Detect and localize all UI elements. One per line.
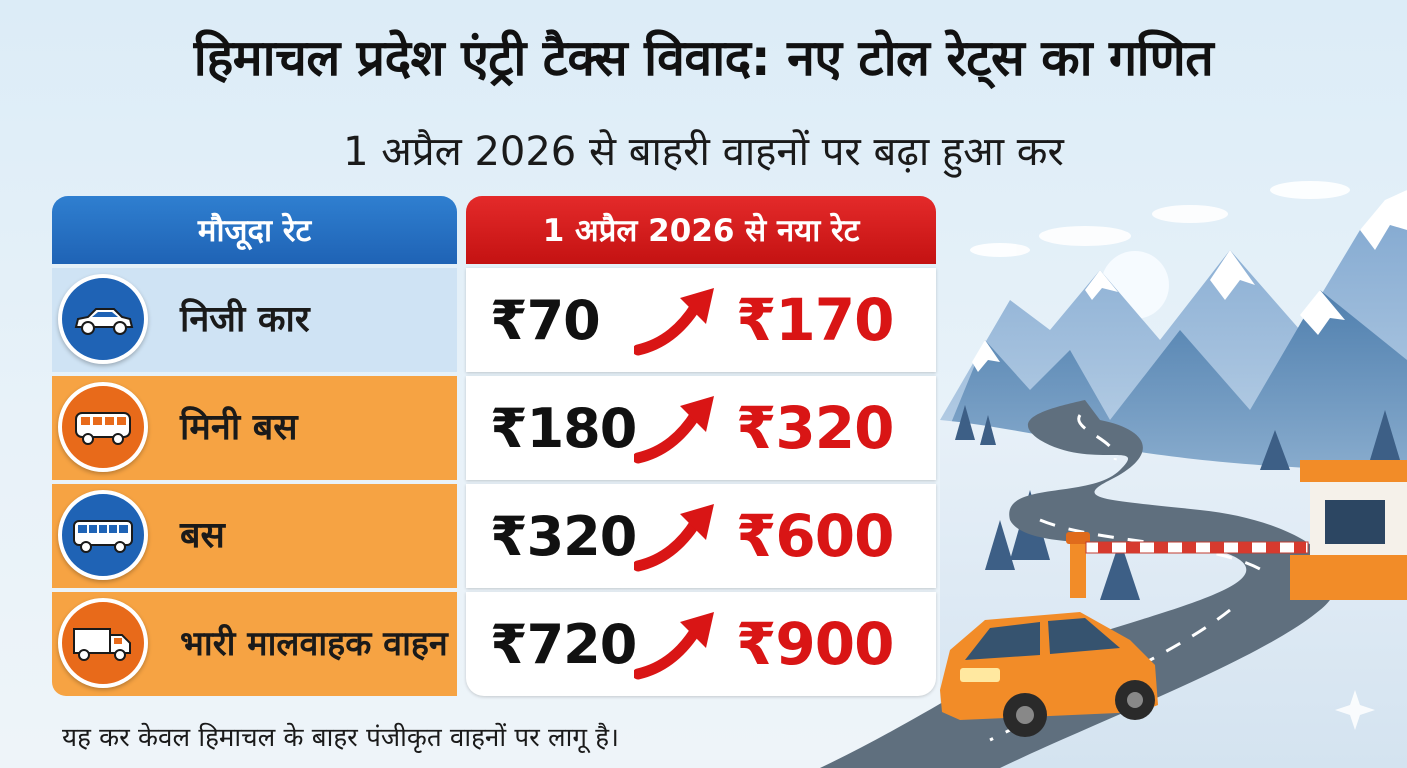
new-rate: ₹600	[736, 502, 894, 570]
vehicle-label: निजी कार	[180, 299, 310, 340]
orange-car	[940, 612, 1158, 737]
old-rate: ₹320	[490, 504, 637, 568]
vehicle-row-car: निजी कार	[52, 268, 457, 372]
increase-arrow-icon	[634, 288, 714, 356]
minibus-icon	[58, 382, 148, 472]
vehicle-row-truck: भारी मालवाहक वाहन	[52, 592, 457, 696]
vehicle-label: बस	[180, 515, 225, 556]
car-icon	[58, 274, 148, 364]
current-rate-header: मौजूदा रेट	[52, 196, 457, 264]
page-subtitle: 1 अप्रैल 2026 से बाहरी वाहनों पर बढ़ा हु…	[343, 129, 1064, 175]
rate-row-car: ₹70 ₹170	[466, 268, 936, 372]
old-rate: ₹70	[490, 288, 601, 352]
vehicle-row-bus: बस	[52, 484, 457, 588]
vehicle-label: मिनी बस	[180, 407, 298, 448]
increase-arrow-icon	[634, 504, 714, 572]
bus-icon	[58, 490, 148, 580]
truck-icon	[58, 598, 148, 688]
rate-row-bus: ₹320 ₹600	[466, 484, 936, 588]
vehicle-label: भारी मालवाहक वाहन	[180, 624, 448, 664]
page-title: हिमाचल प्रदेश एंट्री टैक्स विवाद: नए टोल…	[193, 29, 1214, 87]
new-rate-header: 1 अप्रैल 2026 से नया रेट	[466, 196, 936, 264]
footer-note: यह कर केवल हिमाचल के बाहर पंजीकृत वाहनों…	[62, 723, 619, 753]
increase-arrow-icon	[634, 396, 714, 464]
rate-row-minibus: ₹180 ₹320	[466, 376, 936, 480]
old-rate: ₹720	[490, 612, 637, 676]
vehicle-row-minibus: मिनी बस	[52, 376, 457, 480]
increase-arrow-icon	[634, 612, 714, 680]
new-rate: ₹900	[736, 610, 894, 678]
rate-row-truck: ₹720 ₹900	[466, 592, 936, 696]
new-rate: ₹320	[736, 394, 894, 462]
old-rate: ₹180	[490, 396, 637, 460]
new-rate: ₹170	[736, 286, 894, 354]
